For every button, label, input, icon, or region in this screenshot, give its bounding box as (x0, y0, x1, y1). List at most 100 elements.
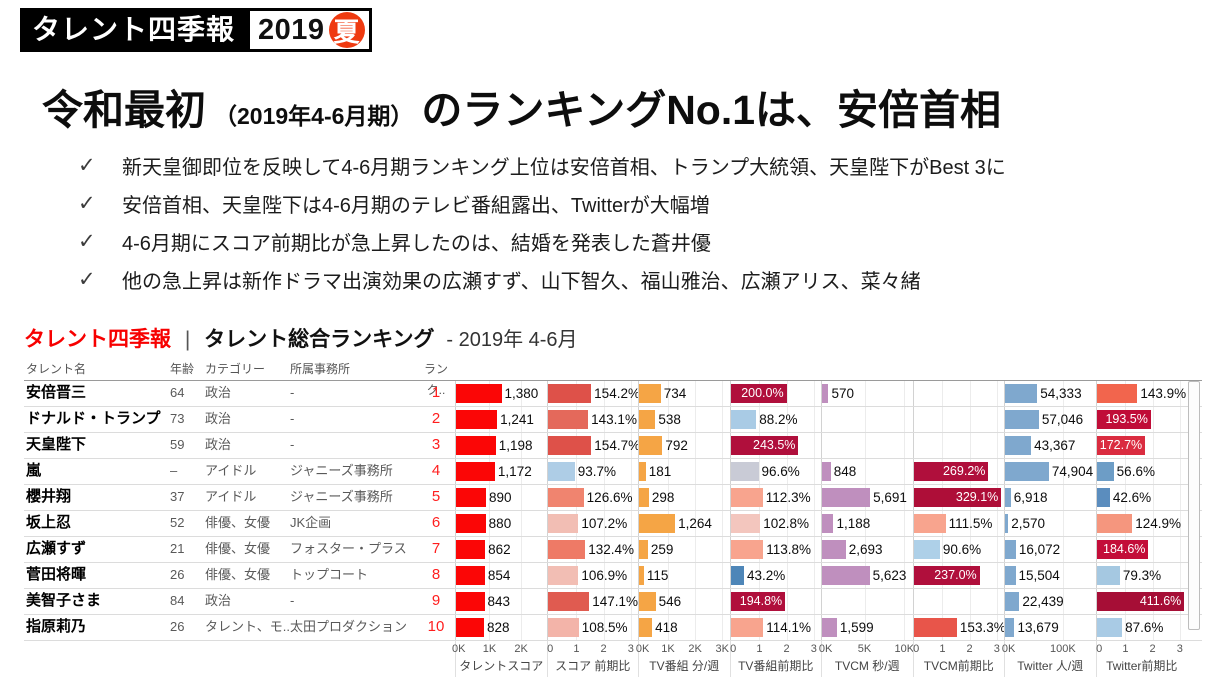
metric-cell-cm_sec (821, 433, 913, 458)
tw_people-value-label: 54,333 (1040, 385, 1082, 401)
table-row[interactable]: 菅田将暉 26 俳優、女優 トップコート 8 854 106.9% 115 43.2% 5,623… (24, 563, 1202, 589)
tv_min-value-label: 546 (658, 593, 682, 609)
tv_prev-value-label: 112.3% (765, 489, 811, 505)
metric-cell-score_prev: 154.7% (546, 433, 638, 458)
metric-cell-score_prev: 93.7% (546, 459, 639, 484)
table-row[interactable]: 美智子さま 84 政治 - 9 843 147.1% 546 194.8% 22,439 411.6… (24, 589, 1202, 615)
table-row[interactable]: 坂上忍 52 俳優、女優 JK企画 6 880 107.2% 1,264 102.8% 1,188… (24, 511, 1202, 537)
table-row[interactable]: 天皇陛下 59 政治 - 3 1,198 154.7% 792 243.5% 43,367 172.… (24, 433, 1202, 459)
cell-agency: ジャニーズ事務所 (290, 489, 393, 504)
gridline (521, 433, 523, 458)
header-rank[interactable]: ランク.. (423, 362, 448, 397)
cell-agency: トップコート (290, 567, 369, 582)
cm_sec-bar (822, 462, 831, 481)
score-value-label: 1,241 (500, 411, 534, 427)
gridline (630, 563, 632, 588)
bullet-item: ✓ 他の急上昇は新作ドラマ出演効果の広瀬すず、山下智久、福山雅治、広瀬アリス、菜… (78, 260, 1006, 298)
cm_sec-bar (822, 384, 829, 403)
tv_min-value-label: 181 (648, 463, 672, 479)
axis-tick-cell-tw_prev: 0 1 2 3 (1095, 641, 1188, 657)
magazine-logo: タレント四季報 2019 夏 (20, 8, 372, 52)
score-value-label: 843 (487, 593, 511, 609)
gridline (864, 433, 866, 458)
logo-title: タレント四季報 (20, 8, 248, 52)
axis-tick: 3 (1176, 643, 1183, 655)
gridline (630, 589, 632, 614)
score_prev-bar (547, 410, 589, 429)
metric-cell-tv_prev: 96.6% (729, 459, 822, 484)
gridline (1152, 433, 1154, 458)
metric-cell-tv_min: 792 (638, 433, 730, 458)
gridline (969, 511, 971, 536)
gridline (864, 589, 866, 614)
gridline (996, 381, 998, 406)
tv_min-bar (639, 384, 661, 403)
tw_people-value-label: 2,570 (1011, 515, 1046, 531)
gridline (667, 407, 669, 432)
gridline (489, 589, 491, 614)
cell-category: 俳優、女優 (205, 515, 271, 530)
gridline (521, 485, 523, 510)
metric-cell-tv_min: 298 (638, 485, 730, 510)
metric-cell-cm_prev (912, 407, 1005, 432)
table-row[interactable]: 指原莉乃 26 タレント、モ.. 太田プロダクション 10 828 108.5% 418 114… (24, 615, 1202, 641)
axis-title-score: タレントスコア (455, 657, 547, 677)
tw_people-value-label: 22,439 (1022, 593, 1064, 609)
gridline (996, 407, 998, 432)
gridline (942, 433, 944, 458)
tw_people-bar (1005, 566, 1016, 585)
page-title: 令和最初 （2019年4-6月期） のランキングNo.1は、安倍首相 (42, 76, 1001, 136)
tw_prev-bar: 193.5% (1096, 410, 1151, 429)
gridline (864, 511, 866, 536)
header-agency[interactable]: 所属事務所 (290, 362, 351, 376)
table-row[interactable]: ドナルド・トランプ 73 政治 - 2 1,241 143.1% 538 88.2% 57,046… (24, 407, 1202, 433)
gridline (942, 407, 944, 432)
metric-cell-tv_min: 259 (638, 537, 730, 562)
check-icon: ✓ (78, 191, 96, 215)
gridline (695, 615, 697, 640)
axis-tick: 0K (635, 643, 650, 655)
metric-cell-tv_prev: 113.8% (729, 537, 822, 562)
gridline (786, 459, 788, 484)
table-row[interactable]: 櫻井翔 37 アイドル ジャニーズ事務所 5 890 126.6% 298 112.3% 5,69… (24, 485, 1202, 511)
table-row[interactable]: 嵐 – アイドル ジャニーズ事務所 4 1,172 93.7% 181 96.6% 848 269.… (24, 459, 1202, 485)
cm_sec-bar (822, 514, 834, 533)
axis-tick: 5K (857, 643, 872, 655)
gridline (521, 563, 523, 588)
gridline (667, 485, 669, 510)
metric-cell-cm_prev (912, 589, 1005, 614)
metric-cell-cm_prev (912, 381, 1005, 406)
header-talent-name[interactable]: タレント名 (26, 362, 87, 376)
tv_min-value-label: 115 (646, 567, 669, 583)
table-row[interactable]: 広瀬すず 21 俳優、女優 フォスター・プラス 7 862 132.4% 259 113.8% 2… (24, 537, 1202, 563)
table-row[interactable]: 安倍晋三 64 政治 - 1 1,380 154.2% 734 200.0% 570 54,333 1… (24, 381, 1202, 407)
score-value-label: 1,380 (504, 385, 539, 401)
gridline (576, 459, 578, 484)
gridline (722, 407, 724, 432)
cm_sec-value-label: 570 (831, 385, 854, 401)
score_prev-value-label: 107.2% (581, 515, 628, 531)
metric-cell-score_prev: 126.6% (546, 485, 639, 510)
gridline (603, 537, 605, 562)
score_prev-bar (547, 540, 586, 559)
metric-cell-cm_sec: 1,599 (821, 615, 913, 640)
score-bar (456, 384, 502, 403)
score_prev-value-label: 108.5% (581, 619, 628, 635)
cell-rank: 10 (427, 618, 445, 635)
tv_min-bar (639, 592, 656, 611)
gridline (521, 537, 523, 562)
cm_prev-bar (913, 514, 946, 533)
header-category[interactable]: カテゴリー (205, 362, 266, 376)
gridline (1179, 433, 1181, 458)
tw_people-bar (1005, 514, 1009, 533)
axis-tick: 3K (715, 643, 729, 655)
gridline (630, 407, 632, 432)
vertical-scrollbar[interactable] (1188, 381, 1200, 630)
metric-cell-tw_people: 57,046 (1004, 407, 1096, 432)
axis-tick-cell-cm_prev: 0 1 2 3 (912, 641, 1005, 657)
cell-category: 政治 (205, 437, 232, 452)
cm_sec-value-label: 5,623 (872, 567, 907, 583)
cell-talent-name: 指原莉乃 (26, 618, 87, 635)
header-age[interactable]: 年齢 (170, 362, 195, 376)
gridline (722, 433, 724, 458)
